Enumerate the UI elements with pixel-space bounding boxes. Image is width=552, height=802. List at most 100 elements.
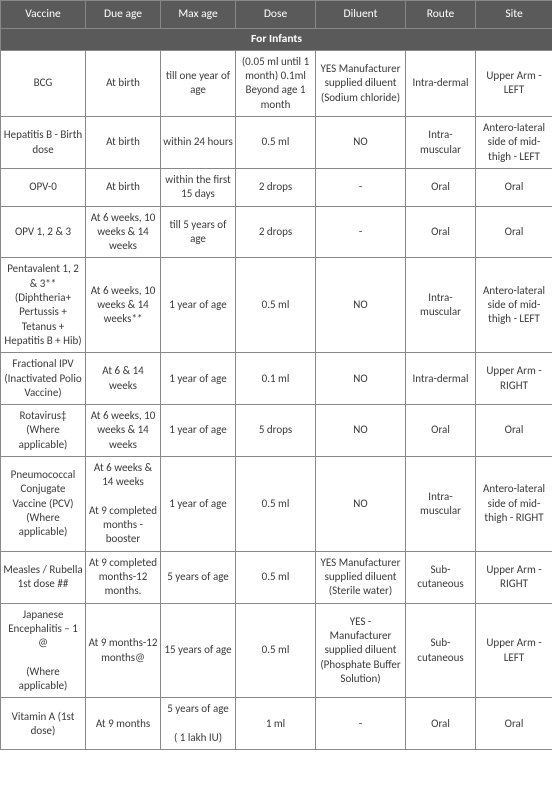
cell-due: At birth xyxy=(86,50,161,116)
cell-site: Oral xyxy=(476,168,552,206)
cell-due: At 6 weeks, 10 weeks & 14 weeks xyxy=(86,206,161,258)
col-header: Site xyxy=(476,1,552,29)
cell-due: At 9 months-12 months@ xyxy=(86,603,161,698)
cell-diluent: YES Manufacturer supplied diluent (Steri… xyxy=(316,551,406,603)
col-header: Diluent xyxy=(316,1,406,29)
cell-diluent: NO xyxy=(316,117,406,169)
cell-dose: 2 drops xyxy=(236,168,316,206)
cell-site: Oral xyxy=(476,206,552,258)
cell-due: At birth xyxy=(86,168,161,206)
cell-dose: 5 drops xyxy=(236,405,316,457)
cell-due: At 6 & 14 weeks xyxy=(86,353,161,405)
col-header: Due age xyxy=(86,1,161,29)
col-header: Vaccine xyxy=(1,1,86,29)
table-row: Vitamin A (1st dose)At 9 months5 years o… xyxy=(1,698,552,750)
cell-vaccine: Fractional IPV (Inactivated Polio Vaccin… xyxy=(1,353,86,405)
table-row: OPV 1, 2 & 3At 6 weeks, 10 weeks & 14 we… xyxy=(1,206,552,258)
col-header: Dose xyxy=(236,1,316,29)
cell-dose: 0.5 ml xyxy=(236,603,316,698)
cell-dose: 0.1 ml xyxy=(236,353,316,405)
cell-route: Sub-cutaneous xyxy=(406,603,476,698)
cell-vaccine: Pentavalent 1, 2 & 3** (Diphtheria+ Pert… xyxy=(1,258,86,353)
cell-route: Intra-muscular xyxy=(406,457,476,552)
cell-max: 1 year of age xyxy=(161,258,236,353)
cell-site: Oral xyxy=(476,405,552,457)
table-row: Pentavalent 1, 2 & 3** (Diphtheria+ Pert… xyxy=(1,258,552,353)
cell-route: Oral xyxy=(406,698,476,750)
cell-diluent: - xyxy=(316,698,406,750)
cell-route: Intra-dermal xyxy=(406,353,476,405)
cell-due: At 6 weeks & 14 weeksAt 9 completed mont… xyxy=(86,457,161,552)
cell-dose: 0.5 ml xyxy=(236,258,316,353)
cell-due: At 6 weeks, 10 weeks & 14 weeks xyxy=(86,405,161,457)
cell-dose: 2 drops xyxy=(236,206,316,258)
cell-diluent: NO xyxy=(316,405,406,457)
cell-site: Upper Arm - RIGHT xyxy=(476,551,552,603)
cell-route: Oral xyxy=(406,206,476,258)
cell-vaccine: OPV-0 xyxy=(1,168,86,206)
cell-due: At 9 completed months-12 months. xyxy=(86,551,161,603)
table-row: Measles / Rubella 1st dose ##At 9 comple… xyxy=(1,551,552,603)
cell-max: within the first 15 days xyxy=(161,168,236,206)
cell-diluent: YES Manufacturer supplied diluent (Sodiu… xyxy=(316,50,406,116)
cell-vaccine: Japanese Encephalitis – 1 @(Where applic… xyxy=(1,603,86,698)
cell-route: Intra-muscular xyxy=(406,258,476,353)
cell-max: 1 year of age xyxy=(161,405,236,457)
cell-site: Upper Arm - LEFT xyxy=(476,603,552,698)
cell-route: Intra-dermal xyxy=(406,50,476,116)
cell-site: Antero-lateral side of mid-thigh - LEFT xyxy=(476,117,552,169)
table-body: For Infants BCGAt birthtill one year of … xyxy=(1,28,552,749)
cell-vaccine: Vitamin A (1st dose) xyxy=(1,698,86,750)
cell-site: Oral xyxy=(476,698,552,750)
table-row: BCGAt birthtill one year of age(0.05 ml … xyxy=(1,50,552,116)
cell-dose: 0.5 ml xyxy=(236,117,316,169)
cell-diluent: - xyxy=(316,206,406,258)
cell-vaccine: OPV 1, 2 & 3 xyxy=(1,206,86,258)
col-header: Max age xyxy=(161,1,236,29)
cell-dose: 0.5 ml xyxy=(236,551,316,603)
cell-max: 5 years of age( 1 lakh IU) xyxy=(161,698,236,750)
cell-site: Antero-lateral side of mid-thigh - RIGHT xyxy=(476,457,552,552)
table-header: Vaccine Due age Max age Dose Diluent Rou… xyxy=(1,1,552,29)
cell-vaccine: Measles / Rubella 1st dose ## xyxy=(1,551,86,603)
cell-diluent: YES - Manufacturer supplied diluent (Pho… xyxy=(316,603,406,698)
cell-max: till one year of age xyxy=(161,50,236,116)
cell-route: Oral xyxy=(406,168,476,206)
table-row: Rotavirus‡ (Where applicable)At 6 weeks,… xyxy=(1,405,552,457)
cell-site: Upper Arm - LEFT xyxy=(476,50,552,116)
cell-site: Antero-lateral side of mid-thigh - LEFT xyxy=(476,258,552,353)
cell-max: 5 years of age xyxy=(161,551,236,603)
cell-site: Upper Arm - RIGHT xyxy=(476,353,552,405)
cell-dose: 1 ml xyxy=(236,698,316,750)
table-row: Japanese Encephalitis – 1 @(Where applic… xyxy=(1,603,552,698)
vaccine-schedule-table: Vaccine Due age Max age Dose Diluent Rou… xyxy=(0,0,552,750)
table-row: Hepatitis B - Birth doseAt birthwithin 2… xyxy=(1,117,552,169)
cell-dose: (0.05 ml until 1 month) 0.1ml Beyond age… xyxy=(236,50,316,116)
cell-due: At 9 months xyxy=(86,698,161,750)
cell-route: Intra-muscular xyxy=(406,117,476,169)
cell-vaccine: Pneumococcal Conjugate Vaccine (PCV) (Wh… xyxy=(1,457,86,552)
cell-diluent: NO xyxy=(316,353,406,405)
cell-route: Oral xyxy=(406,405,476,457)
section-row: For Infants xyxy=(1,28,552,50)
cell-dose: 0.5 ml xyxy=(236,457,316,552)
cell-diluent: NO xyxy=(316,258,406,353)
table-row: Fractional IPV (Inactivated Polio Vaccin… xyxy=(1,353,552,405)
col-header: Route xyxy=(406,1,476,29)
section-title: For Infants xyxy=(1,28,552,50)
table-row: Pneumococcal Conjugate Vaccine (PCV) (Wh… xyxy=(1,457,552,552)
cell-max: 1 year of age xyxy=(161,457,236,552)
cell-max: 1 year of age xyxy=(161,353,236,405)
table-row: OPV-0At birthwithin the first 15 days2 d… xyxy=(1,168,552,206)
cell-max: till 5 years of age xyxy=(161,206,236,258)
cell-vaccine: Rotavirus‡ (Where applicable) xyxy=(1,405,86,457)
cell-route: Sub-cutaneous xyxy=(406,551,476,603)
cell-vaccine: BCG xyxy=(1,50,86,116)
cell-due: At 6 weeks, 10 weeks & 14 weeks** xyxy=(86,258,161,353)
cell-max: within 24 hours xyxy=(161,117,236,169)
cell-diluent: NO xyxy=(316,457,406,552)
cell-max: 15 years of age xyxy=(161,603,236,698)
cell-due: At birth xyxy=(86,117,161,169)
cell-vaccine: Hepatitis B - Birth dose xyxy=(1,117,86,169)
cell-diluent: - xyxy=(316,168,406,206)
